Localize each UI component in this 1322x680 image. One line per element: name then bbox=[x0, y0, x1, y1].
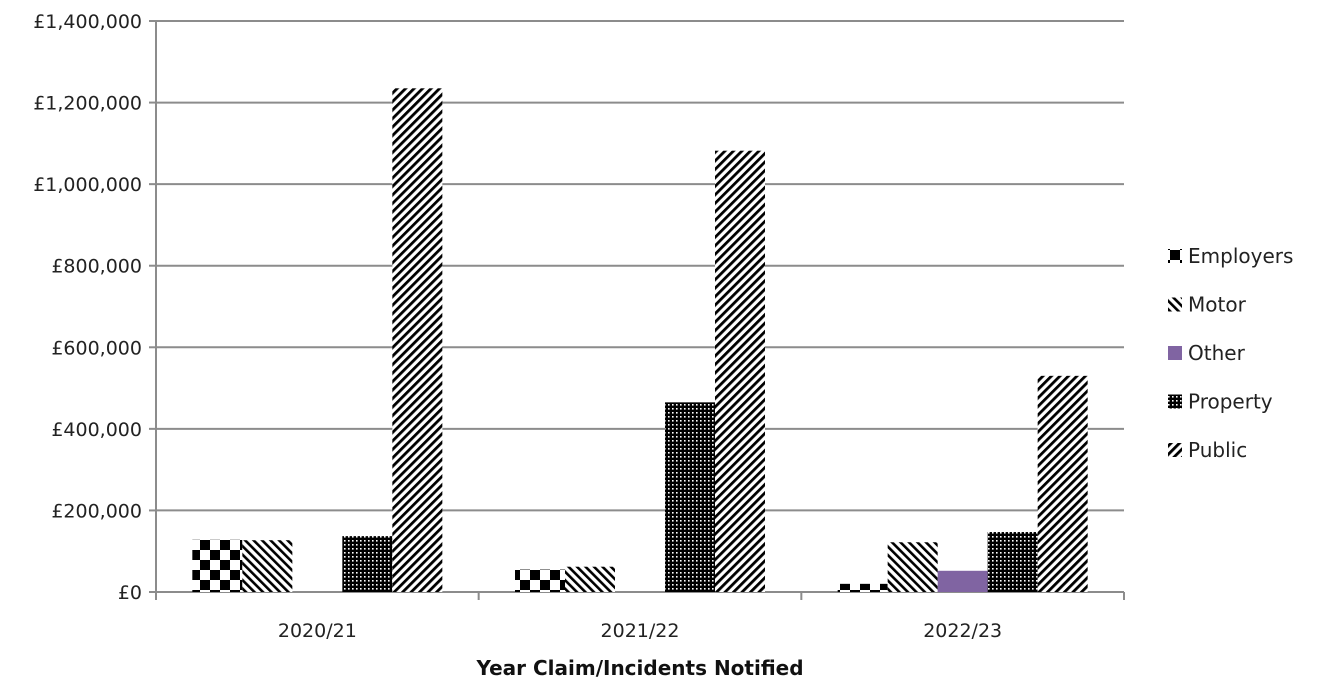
x-axis-label: Year Claim/Incidents Notified bbox=[475, 656, 803, 680]
legend-label-public: Public bbox=[1188, 438, 1247, 462]
bar-public-2022-23 bbox=[1037, 375, 1088, 592]
axes bbox=[149, 20, 1125, 600]
bar-other-2022-23 bbox=[937, 570, 988, 592]
legend: Employers Motor Other Property Public bbox=[1168, 244, 1293, 462]
bar-employers-2020-21 bbox=[192, 539, 243, 592]
x-tick-label: 2022/23 bbox=[923, 620, 1002, 642]
y-tick-label: £600,000 bbox=[51, 337, 142, 359]
legend-swatch-property bbox=[1168, 394, 1182, 409]
y-tick-label: £400,000 bbox=[51, 419, 142, 441]
y-tick-label: £1,000,000 bbox=[33, 174, 142, 196]
x-tick-label: 2021/22 bbox=[601, 620, 680, 642]
x-tick-labels: 2020/21 2021/22 2022/23 bbox=[278, 620, 1002, 642]
bar-public-2020-21 bbox=[392, 88, 443, 593]
y-tick-labels: £0 £200,000 £400,000 £600,000 £800,000 £1,000… bbox=[33, 11, 142, 604]
y-tick-label: £200,000 bbox=[51, 500, 142, 522]
legend-label-property: Property bbox=[1188, 390, 1273, 414]
y-tick-label: £800,000 bbox=[51, 256, 142, 278]
legend-swatch-public bbox=[1168, 443, 1182, 457]
y-tick-label: £1,400,000 bbox=[33, 11, 142, 33]
legend-label-motor: Motor bbox=[1188, 293, 1247, 317]
bar-motor-2021-22 bbox=[565, 566, 615, 592]
y-tick-label: £0 bbox=[118, 582, 142, 604]
bar-public-2021-22 bbox=[715, 150, 765, 592]
legend-swatch-employers bbox=[1168, 249, 1182, 263]
bar-motor-2022-23 bbox=[887, 542, 938, 592]
legend-swatch-motor bbox=[1168, 297, 1182, 312]
legend-label-employers: Employers bbox=[1188, 244, 1293, 268]
legend-swatch-other bbox=[1168, 346, 1182, 360]
x-tick-label: 2020/21 bbox=[278, 620, 357, 642]
bars bbox=[192, 88, 1088, 593]
bar-property-2022-23 bbox=[987, 532, 1038, 592]
gridlines bbox=[156, 20, 1124, 512]
bar-motor-2020-21 bbox=[242, 540, 293, 592]
bar-employers-2022-23 bbox=[837, 583, 888, 592]
y-tick-label: £1,200,000 bbox=[33, 93, 142, 115]
bar-property-2020-21 bbox=[342, 536, 393, 592]
bar-property-2021-22 bbox=[665, 402, 715, 592]
bar-employers-2021-22 bbox=[515, 569, 565, 592]
legend-label-other: Other bbox=[1188, 341, 1246, 365]
